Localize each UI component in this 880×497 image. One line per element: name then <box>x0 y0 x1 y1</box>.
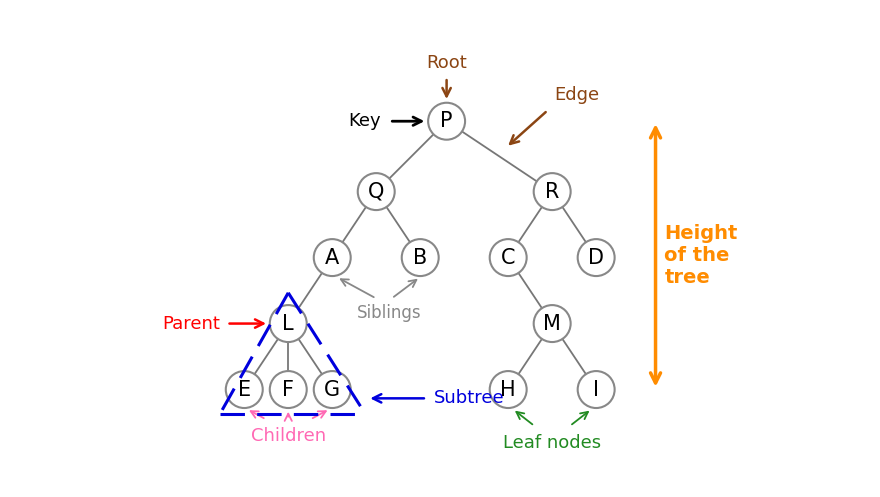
Text: A: A <box>325 248 340 267</box>
Circle shape <box>489 371 526 408</box>
Circle shape <box>270 371 307 408</box>
Text: P: P <box>440 111 453 131</box>
Text: Children: Children <box>251 427 326 445</box>
Circle shape <box>314 239 351 276</box>
Text: E: E <box>238 380 251 400</box>
Text: C: C <box>501 248 516 267</box>
Text: L: L <box>282 314 294 333</box>
Text: D: D <box>588 248 605 267</box>
Circle shape <box>533 173 570 210</box>
Circle shape <box>577 239 614 276</box>
Text: Subtree: Subtree <box>434 389 504 408</box>
Circle shape <box>270 305 307 342</box>
Text: B: B <box>413 248 428 267</box>
Circle shape <box>358 173 395 210</box>
Text: M: M <box>543 314 561 333</box>
Text: Height
of the
tree: Height of the tree <box>664 224 737 287</box>
Text: Key: Key <box>348 112 381 130</box>
Text: H: H <box>501 380 516 400</box>
Text: I: I <box>593 380 599 400</box>
Text: Parent: Parent <box>162 315 220 332</box>
Circle shape <box>489 239 526 276</box>
Circle shape <box>429 103 465 140</box>
Text: Siblings: Siblings <box>357 304 422 322</box>
Circle shape <box>226 371 263 408</box>
Text: F: F <box>282 380 294 400</box>
Text: G: G <box>324 380 341 400</box>
Text: Root: Root <box>426 54 467 72</box>
Text: Edge: Edge <box>554 85 599 104</box>
Circle shape <box>314 371 351 408</box>
Circle shape <box>533 305 570 342</box>
Text: R: R <box>545 181 560 202</box>
Text: Q: Q <box>368 181 385 202</box>
Circle shape <box>402 239 439 276</box>
Circle shape <box>577 371 614 408</box>
Text: Leaf nodes: Leaf nodes <box>503 433 601 452</box>
